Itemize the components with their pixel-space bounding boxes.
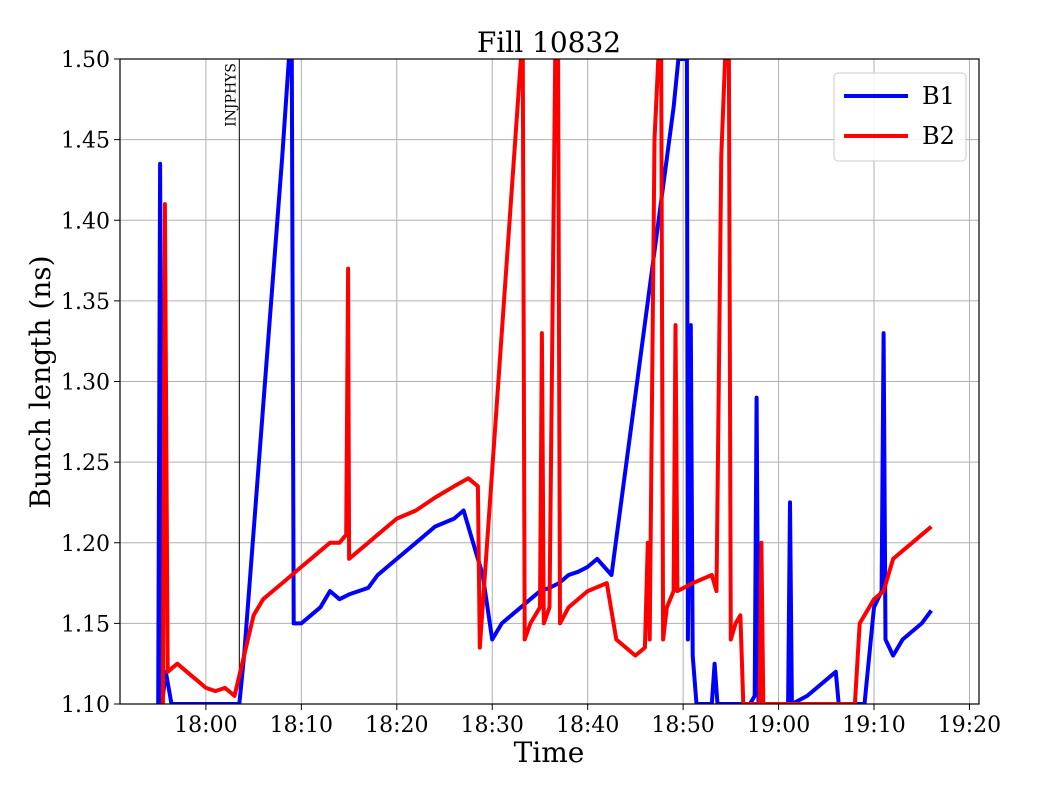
x-tick-label: 19:20 <box>938 713 1001 738</box>
x-tick-label: 18:10 <box>270 713 333 738</box>
x-tick-label: 18:00 <box>174 713 237 738</box>
y-tick-label: 1.10 <box>61 693 110 718</box>
x-axis: 18:00 18:10 18:20 18:30 18:40 18:50 19:00 19:10… <box>174 704 1001 738</box>
y-tick-label: 1.45 <box>61 129 110 154</box>
y-tick-label: 1.30 <box>61 371 110 396</box>
series-line-b1 <box>156 59 933 704</box>
x-tick-label: 18:40 <box>556 713 619 738</box>
legend-label-b2: B2 <box>922 122 955 150</box>
legend-label-b1: B1 <box>922 82 955 110</box>
series-layer <box>156 59 933 704</box>
y-tick-label: 1.35 <box>61 290 110 315</box>
annotations: INJPHYS <box>223 59 240 704</box>
y-axis: 1.10 1.15 1.20 1.25 1.30 1.35 1.40 1.45 1.50 <box>61 48 120 718</box>
y-axis-title: Bunch length (ns) <box>24 255 57 508</box>
y-tick-label: 1.25 <box>61 451 110 476</box>
x-tick-label: 18:50 <box>651 713 714 738</box>
event-marker-label: INJPHYS <box>223 63 239 127</box>
x-tick-label: 18:30 <box>461 713 524 738</box>
y-tick-label: 1.15 <box>61 612 110 637</box>
x-tick-label: 19:00 <box>747 713 810 738</box>
y-tick-label: 1.40 <box>61 209 110 234</box>
x-axis-title: Time <box>514 736 585 769</box>
x-tick-label: 19:10 <box>842 713 905 738</box>
y-tick-label: 1.50 <box>61 48 110 73</box>
chart-title: Fill 10832 <box>477 26 621 59</box>
x-tick-label: 18:20 <box>365 713 428 738</box>
series-line-b2 <box>160 59 933 704</box>
y-tick-label: 1.20 <box>61 532 110 557</box>
